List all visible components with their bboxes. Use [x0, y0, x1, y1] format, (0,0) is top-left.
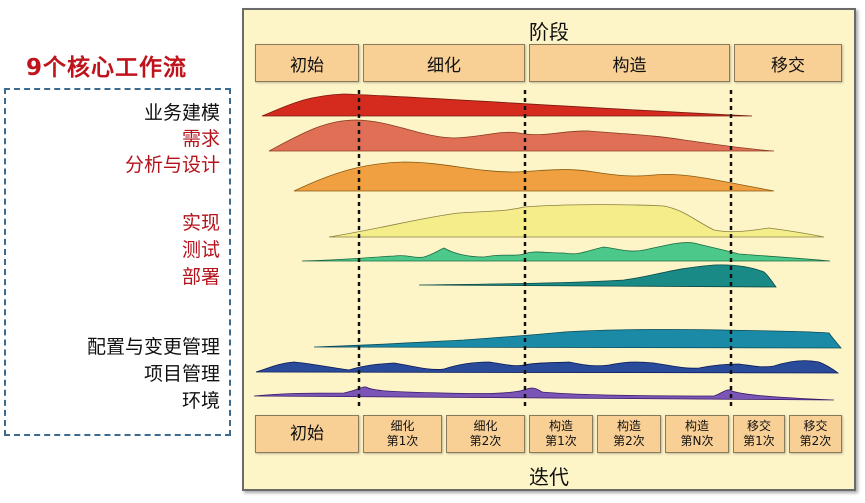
workflow-list-frame — [4, 88, 231, 436]
iteration-box-4: 构造 第1次 — [529, 415, 593, 453]
iteration-box-7: 移交 第1次 — [733, 415, 785, 453]
workflow-humps — [253, 90, 842, 408]
workflow-label-requirements: 需求 — [181, 128, 220, 150]
hump-business-modeling — [261, 93, 753, 117]
iteration-number: 第N次 — [680, 434, 714, 448]
workflow-label-config-change: 配置与变更管理 — [86, 336, 220, 358]
phase-box-transition: 移交 — [734, 44, 842, 82]
phase-box-construction: 构造 — [529, 44, 730, 82]
phase-box-elaboration: 细化 — [363, 44, 525, 82]
iteration-number: 第1次 — [743, 434, 775, 448]
hump-implementation — [328, 204, 825, 238]
iteration-number: 第1次 — [545, 434, 577, 448]
iteration-box-1: 初始 — [255, 415, 359, 453]
iteration-phase: 细化 — [473, 419, 498, 433]
workflow-label-project-mgmt: 项目管理 — [143, 363, 220, 385]
workflow-title: 9个核心工作流 — [26, 55, 188, 81]
hump-requirements — [268, 119, 775, 152]
iteration-box-6: 构造 第N次 — [665, 415, 729, 453]
iteration-number: 第2次 — [469, 434, 502, 448]
iteration-box-3: 细化 第2次 — [446, 415, 525, 453]
iteration-phase: 构造 — [684, 419, 709, 433]
iteration-number: 第1次 — [386, 434, 419, 448]
iteration-footer: 迭代 — [529, 465, 569, 489]
iteration-phase: 移交 — [803, 419, 828, 433]
iteration-label: 初始 — [290, 423, 324, 444]
hump-environment — [253, 386, 835, 401]
iteration-box-5: 构造 第2次 — [597, 415, 661, 453]
iteration-number: 第2次 — [799, 434, 832, 448]
workflow-label-analysis-design: 分析与设计 — [124, 154, 220, 176]
hump-test — [301, 242, 831, 262]
workflow-label-implementation: 实现 — [181, 212, 220, 234]
iteration-phase: 构造 — [616, 419, 641, 433]
rup-phase-panel: 阶段 初始 细化 构造 移交 初始 细化 第1次 细化 第2次 构造 第1次 — [242, 8, 856, 491]
iteration-number: 第2次 — [613, 434, 645, 448]
hump-project-mgmt — [255, 360, 840, 374]
phase-header: 阶段 — [529, 20, 569, 44]
iteration-phase: 细化 — [390, 419, 415, 433]
iteration-phase: 移交 — [746, 419, 771, 433]
hump-config-change — [313, 329, 842, 349]
iteration-box-2: 细化 第1次 — [363, 415, 442, 453]
hump-deployment — [418, 264, 777, 288]
hump-analysis-design — [293, 161, 775, 192]
workflow-label-deployment: 部署 — [181, 266, 220, 288]
iteration-box-8: 移交 第2次 — [789, 415, 842, 453]
workflow-label-test: 测试 — [181, 239, 220, 261]
phase-box-inception: 初始 — [255, 44, 359, 82]
workflow-label-business-modeling: 业务建模 — [143, 102, 220, 124]
workflow-label-environment: 环境 — [181, 390, 220, 412]
iteration-phase: 构造 — [548, 419, 573, 433]
